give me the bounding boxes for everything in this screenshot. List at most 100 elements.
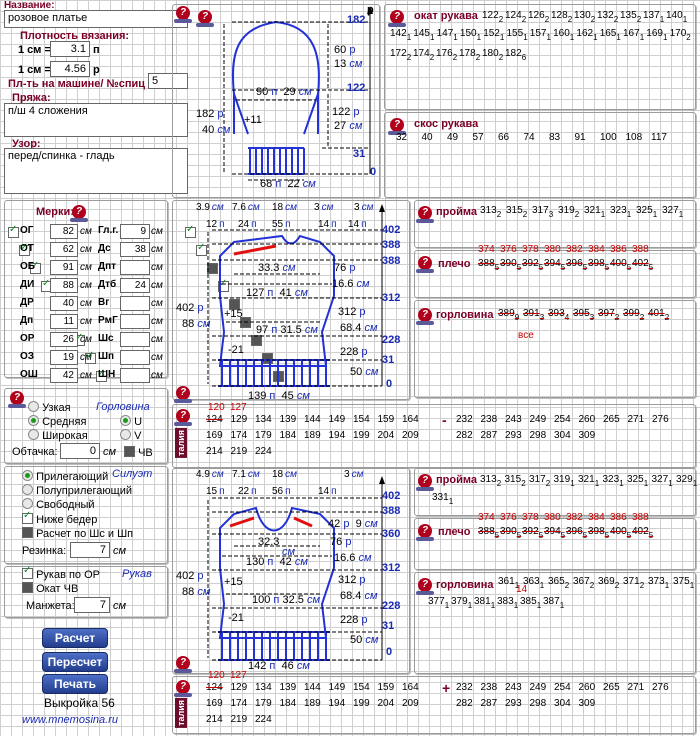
waist-item: 243: [505, 682, 522, 693]
measure-input[interactable]: 82: [50, 224, 78, 239]
okat-item-count: 1: [499, 33, 505, 42]
neck-item-count: 2: [564, 581, 570, 590]
neckline-medium[interactable]: Средняя: [28, 415, 86, 428]
shoulder-item-count: 5: [538, 531, 544, 540]
checkbox-icon[interactable]: [196, 242, 207, 256]
calc-button[interactable]: Расчет: [42, 628, 108, 648]
waist-item: 249: [529, 414, 547, 425]
measure-input[interactable]: 40: [50, 296, 78, 311]
print-button[interactable]: Печать: [42, 674, 108, 694]
help-icon[interactable]: ?: [388, 118, 406, 135]
okat-item-value: 162: [576, 28, 594, 39]
help-icon[interactable]: ?: [174, 386, 192, 403]
help-icon[interactable]: ?: [416, 474, 434, 491]
shoulder-item-value: 390: [500, 526, 517, 537]
checkbox-icon[interactable]: [8, 224, 19, 238]
measure-input[interactable]: 9: [120, 224, 150, 239]
chv-checkbox[interactable]: ЧВ: [124, 446, 153, 459]
measure-input[interactable]: 42: [50, 368, 78, 383]
calc-shs-checkbox[interactable]: Расчет по Шс и Шп: [22, 527, 133, 540]
machine-input[interactable]: 5: [148, 73, 188, 89]
silhouette-loose[interactable]: Свободный: [22, 498, 95, 511]
measure-input[interactable]: 11: [50, 314, 78, 329]
back-top-sts-value: 55: [272, 219, 284, 230]
help-icon[interactable]: ?: [416, 206, 434, 223]
neckline-narrow[interactable]: Узкая: [28, 401, 71, 414]
help-icon[interactable]: ?: [174, 409, 192, 426]
checkbox-icon[interactable]: [30, 260, 41, 274]
measure-unit: см: [151, 316, 163, 327]
help-icon[interactable]: ?: [416, 524, 434, 541]
shoulder-item-value: 394: [544, 526, 561, 537]
measure-input[interactable]: 26: [50, 332, 78, 347]
waist-item: 169: [206, 698, 223, 709]
measure-input[interactable]: 88: [50, 278, 78, 293]
help-icon[interactable]: ?: [174, 656, 192, 673]
okat-chv-checkbox[interactable]: Окат ЧВ: [22, 582, 78, 595]
below-hips-checkbox[interactable]: Ниже бедер: [22, 510, 97, 526]
shoulder-item-value: 402: [632, 526, 649, 537]
neck-item-value: 361: [498, 576, 515, 587]
okat-item-count: 1: [593, 33, 598, 42]
neckline-v[interactable]: V: [120, 429, 141, 442]
checkbox-icon[interactable]: [19, 242, 30, 256]
help-icon[interactable]: ?: [196, 10, 214, 27]
measure-input[interactable]: [120, 350, 150, 365]
sleeve-by-or-checkbox[interactable]: Рукав по ОР: [22, 565, 100, 581]
cuff-unit: см: [113, 600, 127, 612]
measure-input[interactable]: 62: [50, 242, 78, 257]
neck-red-item: 14: [516, 584, 528, 595]
help-icon[interactable]: ?: [416, 256, 434, 273]
machine-label: Пл-ть на машине/ №спиц: [8, 78, 146, 90]
silhouette-semi[interactable]: Полуприлегающий: [22, 484, 132, 497]
site-link[interactable]: www.mnemosina.ru: [22, 714, 118, 726]
checkbox-icon[interactable]: [185, 224, 196, 238]
checkbox-icon[interactable]: [85, 350, 96, 364]
neckline-u[interactable]: U: [120, 415, 142, 428]
okat-item: 1242: [505, 10, 526, 24]
yarn-textarea[interactable]: п/ш 4 сложения: [4, 103, 188, 137]
waist-item: 254: [554, 682, 571, 693]
density-rows-input[interactable]: 4.56: [50, 61, 90, 77]
checkbox-icon[interactable]: [229, 299, 240, 310]
measure-label: Дп: [20, 315, 34, 326]
silhouette-fitted[interactable]: Прилегающий: [22, 470, 108, 483]
measure-input[interactable]: [120, 368, 150, 383]
radio-selected-icon: [22, 470, 33, 481]
measure-input[interactable]: 91: [50, 260, 78, 275]
measure-input[interactable]: 24: [120, 278, 150, 293]
name-input[interactable]: розовое платье: [4, 10, 188, 28]
measure-unit: см: [80, 226, 92, 237]
help-icon[interactable]: ?: [70, 205, 88, 222]
measure-input[interactable]: [120, 314, 150, 329]
measure-input[interactable]: 38: [120, 242, 150, 257]
help-icon[interactable]: ?: [8, 391, 26, 408]
armhole-item-count: 1: [600, 210, 606, 219]
silhouette-title: Силуэт: [112, 468, 153, 480]
neck-item-value: 387: [543, 596, 560, 607]
recalc-button[interactable]: Пересчет: [42, 652, 108, 672]
shoulder-item-count: 5: [626, 531, 632, 540]
measure-input[interactable]: [120, 296, 150, 311]
armhole-item: 3192: [558, 205, 579, 219]
help-icon[interactable]: ?: [174, 680, 192, 697]
help-icon[interactable]: ?: [416, 308, 434, 325]
cuff-input[interactable]: 7: [74, 597, 110, 613]
armhole-item: 3251: [636, 205, 657, 219]
pattern-textarea[interactable]: перед/спинка - гладь: [4, 148, 188, 194]
density-sts-input[interactable]: 3.1: [50, 41, 90, 57]
help-icon[interactable]: ?: [174, 6, 192, 23]
shoulder-item-value: 396: [566, 526, 583, 537]
measure-input[interactable]: [120, 260, 150, 275]
elastic-input[interactable]: 7: [70, 542, 110, 558]
measure-input[interactable]: [120, 332, 150, 347]
trim-input[interactable]: 0: [60, 443, 100, 459]
measure-input[interactable]: 19: [50, 350, 78, 365]
axis-arrow-icon: [367, 6, 373, 14]
armhole-item-value: 319: [558, 205, 575, 216]
neckline-wide[interactable]: Широкая: [28, 429, 88, 442]
help-icon[interactable]: ?: [416, 578, 434, 595]
checkbox-icon[interactable]: [262, 353, 273, 364]
checkbox-icon[interactable]: [96, 368, 107, 382]
help-icon[interactable]: ?: [388, 10, 406, 27]
